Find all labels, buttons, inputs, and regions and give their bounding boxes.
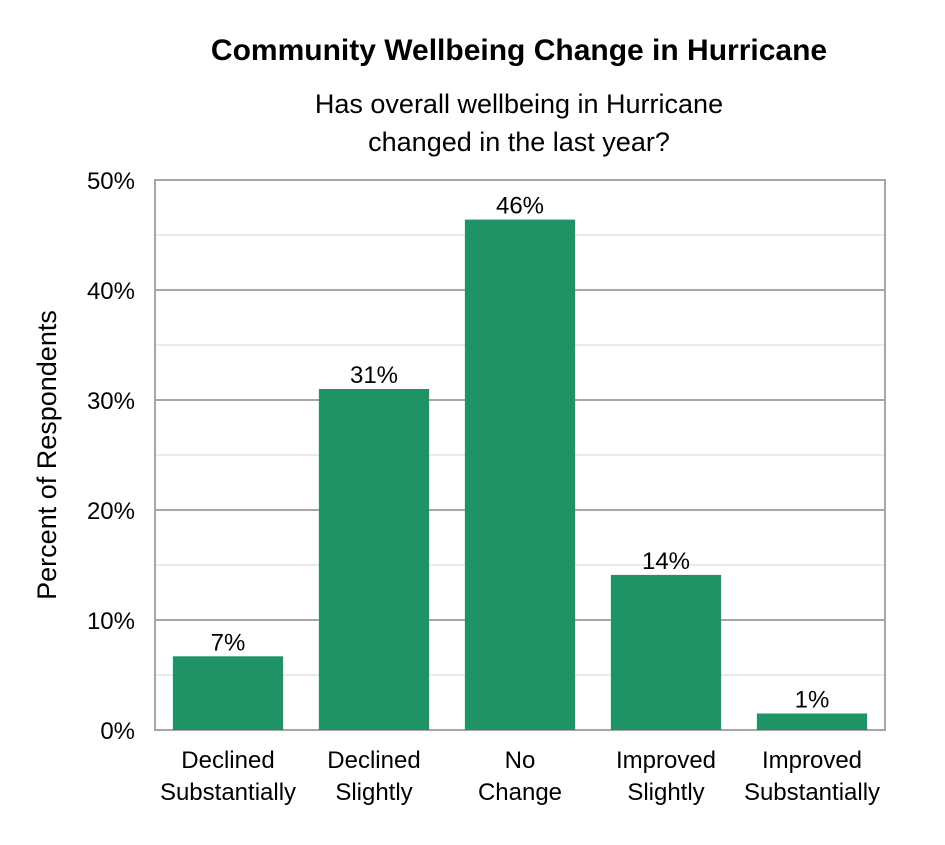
y-tick-label: 30%: [87, 388, 135, 415]
y-tick-label: 50%: [87, 168, 135, 195]
chart-title: Community Wellbeing Change in Hurricane: [211, 34, 827, 67]
data-label: 14%: [642, 548, 690, 575]
x-tick-label: Substantially: [160, 779, 296, 806]
bar: [318, 389, 430, 730]
x-tick-label: Slightly: [627, 779, 704, 806]
bar: [172, 656, 284, 730]
data-label: 31%: [350, 362, 398, 389]
plot-area: 0% 10% 20% 30% 40% 50% 7% Declined Substantially…: [87, 168, 886, 806]
x-tick-label: Declined: [181, 747, 274, 774]
y-tick-label: 0%: [100, 718, 135, 745]
chart-subtitle-line-2: changed in the last year?: [368, 127, 670, 157]
x-tick-label: Improved: [762, 747, 862, 774]
bar: [464, 219, 576, 730]
x-tick-label: Substantially: [744, 779, 880, 806]
y-tick-label: 10%: [87, 608, 135, 635]
x-tick-label: Change: [478, 779, 562, 806]
data-label: 1%: [795, 687, 830, 714]
y-axis-label: Percent of Respondents: [32, 310, 62, 600]
y-tick-label: 40%: [87, 278, 135, 305]
x-tick-label: No: [505, 747, 536, 774]
bar: [756, 713, 868, 730]
x-tick-label: Declined: [327, 747, 420, 774]
chart-subtitle-line-1: Has overall wellbeing in Hurricane: [315, 89, 723, 119]
y-tick-label: 20%: [87, 498, 135, 525]
data-label: 7%: [211, 629, 246, 656]
x-tick-label: Slightly: [335, 779, 412, 806]
bar: [610, 574, 722, 730]
data-label: 46%: [496, 193, 544, 220]
x-tick-label: Improved: [616, 747, 716, 774]
